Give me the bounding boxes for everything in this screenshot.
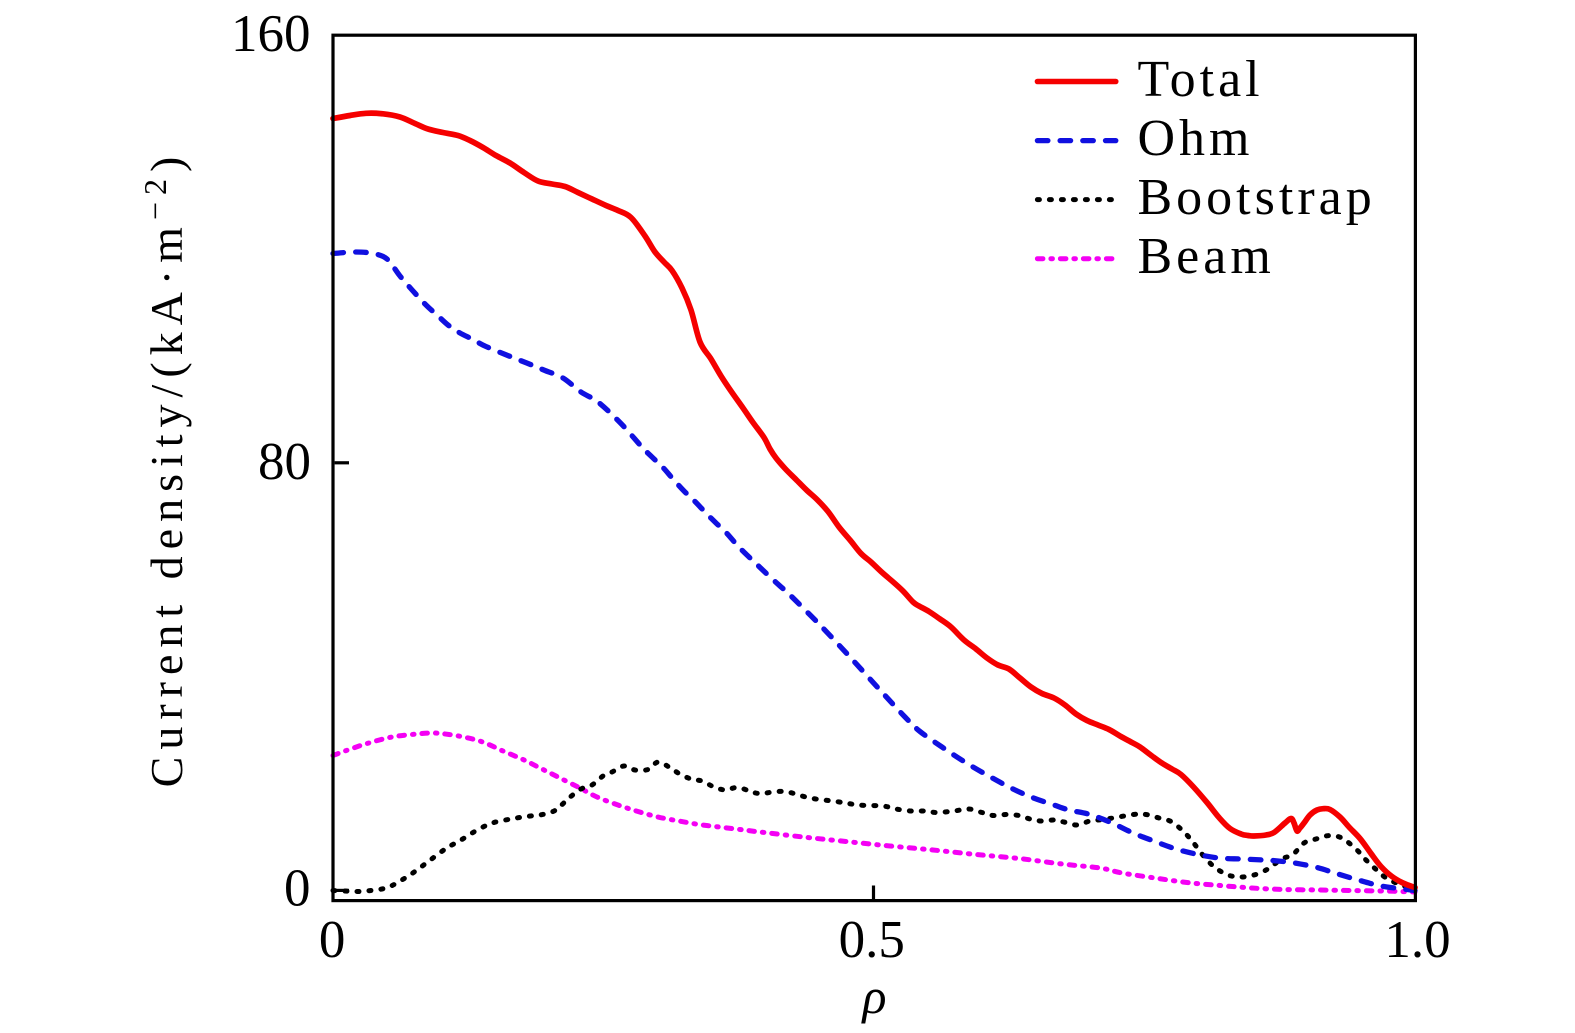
svg-text:0: 0 xyxy=(284,860,311,918)
svg-text:0.5: 0.5 xyxy=(839,911,905,969)
svg-text:Ohm: Ohm xyxy=(1138,110,1254,167)
svg-text:ρ: ρ xyxy=(861,968,887,1024)
svg-text:Bootstrap: Bootstrap xyxy=(1138,169,1376,226)
svg-text:160: 160 xyxy=(231,5,311,63)
svg-text:1.0: 1.0 xyxy=(1384,911,1450,969)
svg-text:0: 0 xyxy=(319,911,346,969)
svg-text:80: 80 xyxy=(258,433,311,491)
svg-text:Current density/(kA·m−2): Current density/(kA·m−2) xyxy=(137,150,192,788)
svg-text:Total: Total xyxy=(1138,51,1264,108)
svg-text:Beam: Beam xyxy=(1138,228,1275,285)
